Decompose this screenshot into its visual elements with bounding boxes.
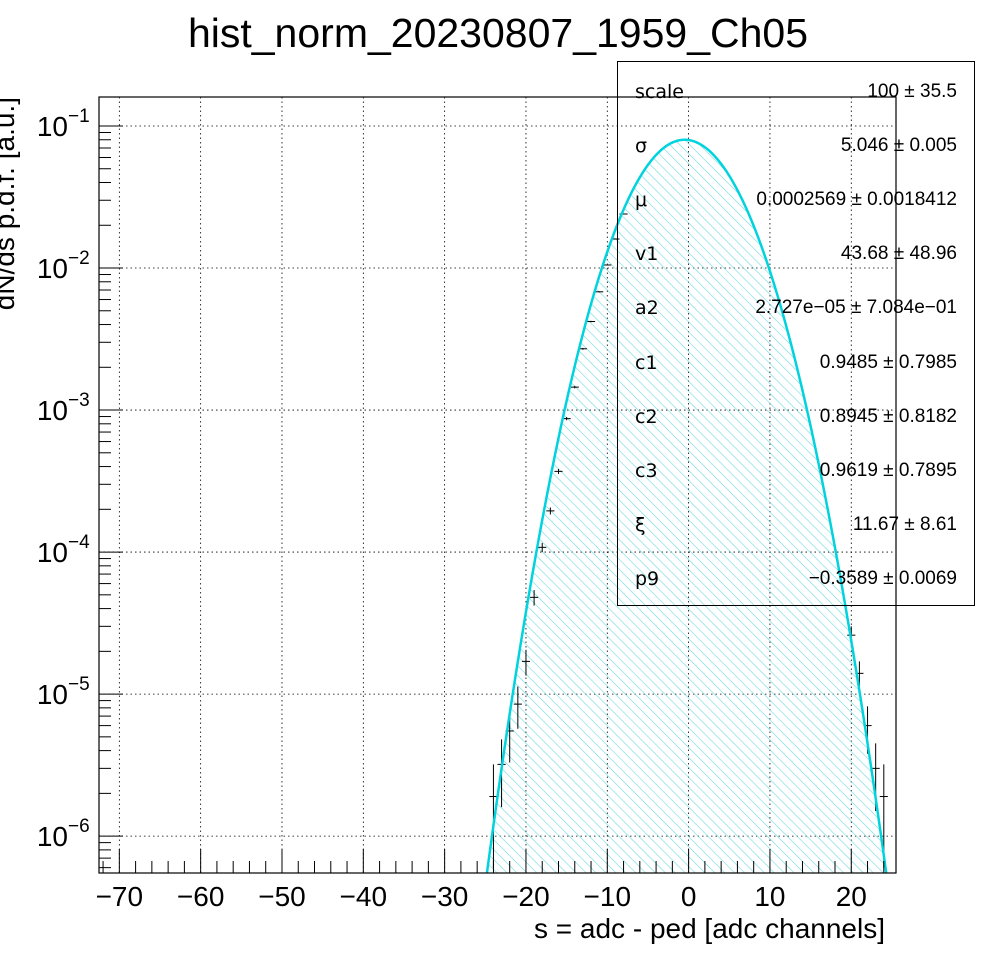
stats-param-name: c1 <box>635 351 658 374</box>
stats-param-value: 100 ± 35.5 <box>867 81 957 102</box>
x-tick-label: 10 <box>754 881 785 912</box>
x-tick-label: −40 <box>340 881 388 912</box>
stats-row: v1 43.68 ± 48.96 <box>618 243 974 273</box>
stats-param-value: 11.67 ± 8.61 <box>852 513 957 535</box>
y-axis-label: dN/ds p.d.f. [a.u.] <box>0 97 20 310</box>
fit-line <box>485 138 888 873</box>
y-tick-label: 10 <box>37 537 68 568</box>
stats-param-value: 0.8945 ± 0.8182 <box>819 405 957 427</box>
fit-stats-box: scale 100 ± 35.5 σ 5.046 ± 0.005 μ 0.0002569 … <box>617 61 975 606</box>
y-tick-exponent: −1 <box>68 106 90 127</box>
x-tick-label: −10 <box>584 881 632 912</box>
y-tick-exponent: −4 <box>68 532 90 553</box>
data-point <box>586 320 596 323</box>
stats-row: c3 0.9619 ± 0.7895 <box>618 460 974 490</box>
x-tick-label: −50 <box>258 881 306 912</box>
y-tick-mantissa: 10 <box>37 395 68 426</box>
stats-param-name: v1 <box>635 243 659 266</box>
stats-param-name: c2 <box>635 405 658 428</box>
stats-param-value: 0.9619 ± 0.7895 <box>819 459 957 481</box>
data-point <box>595 291 604 293</box>
stats-param-value: −0.3589 ± 0.0069 <box>808 567 957 589</box>
stats-row: μ 0.0002569 ± 0.0018412 <box>618 189 974 219</box>
x-tick-label: 0 <box>681 881 697 912</box>
x-axis-label: s = adc - ped [adc channels] <box>534 913 885 944</box>
stats-param-value: 0.0002569 ± 0.0018412 <box>756 189 957 211</box>
data-point <box>570 385 579 389</box>
stats-param-name: σ <box>635 135 648 158</box>
stats-param-value: 5.046 ± 0.005 <box>840 135 957 157</box>
stats-row: scale 100 ± 35.5 <box>618 81 974 111</box>
stats-row: σ 5.046 ± 0.005 <box>618 135 974 165</box>
x-tick-label: −20 <box>502 881 550 912</box>
y-tick-label: 10 <box>37 821 68 852</box>
y-tick-label: 10 <box>37 679 68 710</box>
data-point <box>538 542 547 553</box>
stats-row: c2 0.8945 ± 0.8182 <box>618 406 974 436</box>
data-point <box>530 590 539 606</box>
chart-title: hist_norm_20230807_1959_Ch05 <box>188 10 808 56</box>
y-tick-label: 10 <box>37 395 68 426</box>
data-point <box>513 686 522 729</box>
y-tick-mantissa: 10 <box>37 679 68 710</box>
data-point <box>521 649 531 676</box>
x-tick-label: −70 <box>96 881 144 912</box>
stats-param-value: 0.9485 ± 0.7985 <box>819 351 957 373</box>
y-tick-label: 10 <box>37 253 68 284</box>
stats-row: c1 0.9485 ± 0.7985 <box>618 352 974 382</box>
stats-param-name: a2 <box>635 297 659 320</box>
stats-row: p9 −0.3589 ± 0.0069 <box>618 568 974 598</box>
stats-param-name: μ <box>635 189 648 212</box>
stats-param-name: c3 <box>635 459 658 482</box>
stats-param-name: scale <box>635 81 684 103</box>
y-tick-exponent: −3 <box>68 390 90 411</box>
stats-param-name: ξ <box>635 513 646 536</box>
x-tick-label: 20 <box>836 881 867 912</box>
x-tick-label: −60 <box>177 881 225 912</box>
y-tick-label: 10 <box>37 111 68 142</box>
plot-frame <box>98 96 897 874</box>
x-axis-ticks: −70 −60 −50 −40 −30 −20 −10 0 10 20 <box>96 849 885 912</box>
stats-param-name: p9 <box>635 567 660 590</box>
fit-curve <box>485 138 888 873</box>
y-tick-exponent: −2 <box>68 248 90 269</box>
stats-row: a2 2.727e−05 ± 7.084e−01 <box>618 297 974 327</box>
y-tick-mantissa: 10 <box>37 111 68 142</box>
data-point <box>546 507 555 515</box>
stats-param-value: 43.68 ± 48.96 <box>840 243 957 265</box>
y-tick-mantissa: 10 <box>37 253 68 284</box>
y-tick-mantissa: 10 <box>37 821 68 852</box>
y-tick-mantissa: 10 <box>37 537 68 568</box>
y-tick-exponent: −6 <box>68 816 90 837</box>
y-tick-exponent: −5 <box>68 674 90 695</box>
data-point <box>554 468 563 474</box>
data-point <box>489 764 498 868</box>
stats-row: ξ 11.67 ± 8.61 <box>618 514 974 544</box>
y-axis-ticks: 10−110−210−310−410−510−6 <box>37 106 123 869</box>
data-point <box>603 264 612 266</box>
x-tick-label: −30 <box>421 881 469 912</box>
stats-param-value: 2.727e−05 ± 7.084e−01 <box>755 297 957 319</box>
